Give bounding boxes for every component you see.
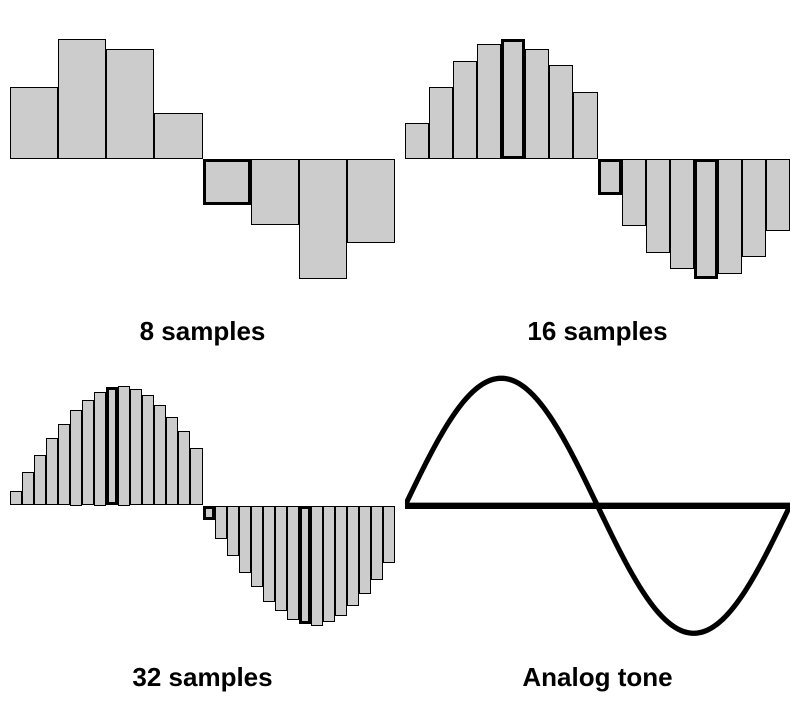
sample-bar [622, 159, 646, 226]
sample-bar [347, 506, 359, 607]
label-16-samples: 16 samples [527, 316, 667, 347]
sample-bar [46, 438, 58, 505]
sample-bar [10, 87, 58, 159]
sample-bar [275, 506, 287, 612]
sample-bar [335, 506, 347, 616]
sample-bar [215, 506, 227, 540]
sample-bar [359, 506, 371, 595]
sample-bar [477, 44, 501, 159]
sample-bar [263, 506, 275, 602]
sample-bar [323, 506, 335, 622]
sample-bar [311, 506, 323, 626]
panel-16-samples: 16 samples [405, 10, 790, 347]
sample-bar [58, 424, 70, 506]
sample-bar [646, 159, 670, 253]
sample-bar [405, 123, 429, 159]
sample-bar [190, 448, 202, 506]
sample-bar [573, 92, 597, 159]
sample-bar [227, 506, 239, 556]
sample-bar [106, 387, 118, 506]
sample-bar [598, 159, 622, 195]
sample-bar [718, 159, 742, 274]
analog-sine-wave [405, 357, 790, 655]
sample-bar [299, 506, 311, 625]
sample-bar [239, 506, 251, 573]
sample-bar [251, 506, 263, 588]
sample-bar [525, 49, 549, 159]
sample-bar [742, 159, 766, 257]
sample-bar [154, 405, 166, 506]
sample-bar [453, 61, 477, 159]
chart-32-samples [10, 357, 395, 655]
sample-bar [70, 410, 82, 506]
sample-bar [94, 392, 106, 506]
sample-bar [371, 506, 383, 580]
sample-bar [178, 431, 190, 505]
panel-8-samples: 8 samples [10, 10, 395, 347]
panel-32-samples: 32 samples [10, 357, 395, 694]
sample-bar [501, 39, 525, 159]
sample-bar [106, 49, 154, 159]
sample-bar [166, 417, 178, 506]
sample-bar [347, 159, 395, 243]
sample-bar [670, 159, 694, 269]
sample-bar [82, 400, 94, 506]
label-8-samples: 8 samples [140, 316, 266, 347]
chart-8-samples [10, 10, 395, 308]
sample-bar [203, 159, 251, 205]
sample-bar [299, 159, 347, 279]
sample-bar [203, 506, 215, 520]
sample-bar [383, 506, 395, 564]
sample-bar [287, 506, 299, 620]
panel-analog-tone: Analog tone [405, 357, 790, 694]
sample-bar [429, 87, 453, 159]
chart-analog-tone [405, 357, 790, 655]
sample-bar [154, 113, 202, 159]
sample-bar [251, 159, 299, 225]
sample-bar [34, 455, 46, 505]
sample-bar [766, 159, 790, 231]
label-analog-tone: Analog tone [522, 662, 672, 693]
label-32-samples: 32 samples [132, 662, 272, 693]
chart-16-samples [405, 10, 790, 308]
sample-bar [118, 386, 130, 506]
sample-bar [549, 65, 573, 159]
sample-bar [694, 159, 718, 279]
sample-bar [58, 39, 106, 159]
sample-bar [22, 472, 34, 506]
sample-bar [142, 395, 154, 505]
sampling-diagram-grid: 8 samples 16 samples 32 samples Analog t… [0, 0, 800, 703]
sample-bar [130, 389, 142, 505]
sample-bar [10, 491, 22, 505]
